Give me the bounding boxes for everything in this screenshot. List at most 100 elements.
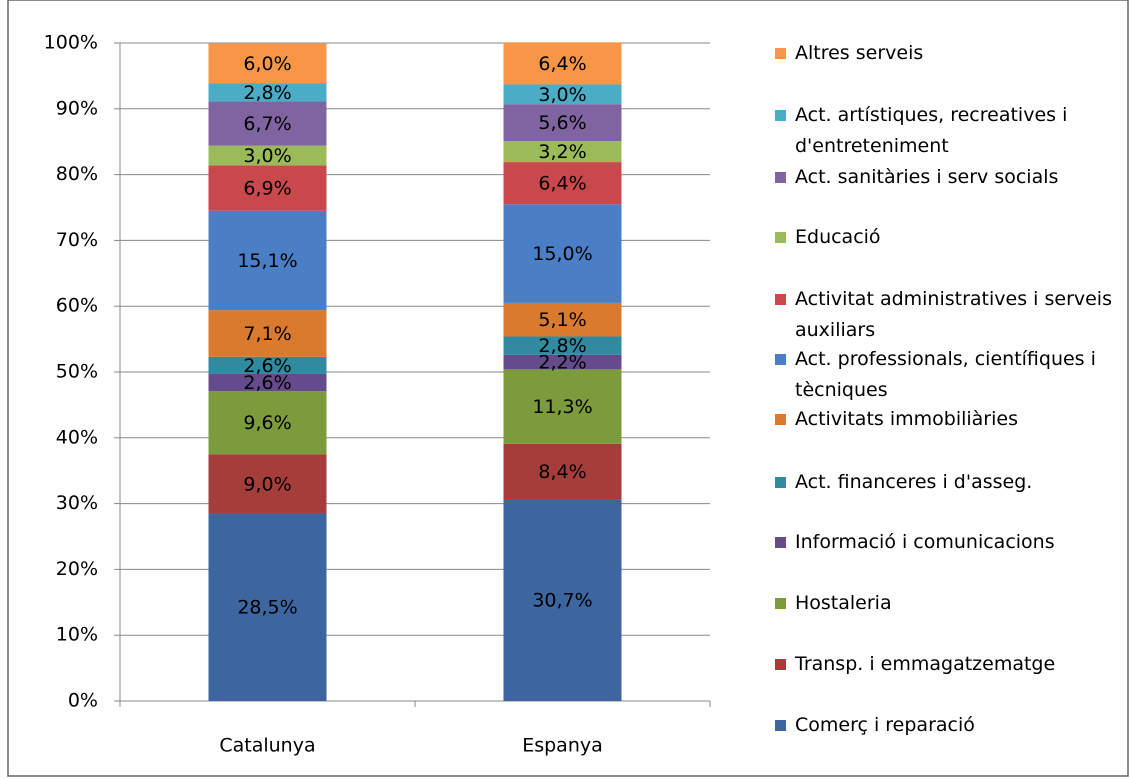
legend-label: Transp. i emmagatzematge — [795, 653, 1056, 675]
data-label: 3,0% — [243, 145, 291, 167]
legend-item: Act. artístiques, recreatives i d'entret… — [775, 100, 1115, 162]
bar-segment — [503, 354, 622, 370]
legend-swatch — [775, 354, 786, 365]
data-label: 7,1% — [243, 323, 291, 345]
bar-segment — [503, 498, 622, 701]
legend-swatch — [775, 232, 786, 243]
bar-segment — [503, 443, 622, 499]
data-label: 2,6% — [243, 355, 291, 377]
legend-swatch — [775, 598, 786, 609]
legend-label: Comerç i reparació — [795, 714, 975, 736]
data-label: 11,3% — [532, 396, 592, 418]
data-label: 6,4% — [538, 53, 586, 75]
legend-label: Activitat administratives i serveis auxi… — [795, 288, 1112, 341]
bar-segment — [208, 513, 327, 701]
legend-label: Educació — [795, 226, 881, 248]
bar-segment — [208, 145, 327, 166]
legend-swatch — [775, 294, 786, 305]
data-label: 6,7% — [243, 113, 291, 135]
data-label: 3,2% — [538, 141, 586, 163]
bar-segment — [503, 141, 622, 163]
x-tick-label: Espanya — [522, 735, 603, 757]
bar-segment — [503, 162, 622, 205]
legend-item: Comerç i reparació — [775, 710, 1115, 741]
legend-swatch — [775, 537, 786, 548]
bar-segment — [503, 104, 622, 142]
y-tick-label: 70% — [56, 229, 98, 251]
legend-item: Act. professionals, científiques i tècni… — [775, 344, 1115, 406]
y-tick-label: 30% — [56, 492, 98, 514]
legend-item: Act. sanitàries i serv socials — [775, 162, 1115, 193]
legend-item: Activitats immobiliàries — [775, 404, 1115, 435]
bar-segment — [503, 42, 622, 85]
y-tick-label: 0% — [68, 690, 98, 712]
y-tick-label: 50% — [56, 361, 98, 383]
data-label: 6,9% — [243, 178, 291, 200]
legend-swatch — [775, 414, 786, 425]
legend-label: Act. financeres i d'asseg. — [795, 471, 1033, 493]
bar-segment — [503, 204, 622, 303]
bar-segment — [208, 165, 327, 211]
legend-label: Informació i comunicacions — [795, 531, 1055, 553]
legend-label: Act. artístiques, recreatives i d'entret… — [795, 104, 1068, 157]
legend-item: Informació i comunicacions — [775, 527, 1115, 558]
legend-label: Altres serveis — [795, 42, 924, 64]
bar-segment — [208, 101, 327, 146]
legend-swatch — [775, 720, 786, 731]
data-label: 28,5% — [237, 597, 297, 619]
y-tick-label: 20% — [56, 558, 98, 580]
bar-segment — [503, 369, 622, 444]
y-tick-label: 10% — [56, 624, 98, 646]
legend-item: Transp. i emmagatzematge — [775, 649, 1115, 680]
bar-segment — [503, 302, 622, 337]
data-label: 2,6% — [243, 372, 291, 394]
legend-swatch — [775, 110, 786, 121]
legend-label: Activitats immobiliàries — [795, 408, 1018, 430]
data-label: 6,4% — [538, 173, 586, 195]
y-tick-label: 40% — [56, 426, 98, 448]
bar-segment — [208, 373, 327, 392]
data-label: 15,1% — [237, 250, 297, 272]
y-tick-label: 90% — [56, 97, 98, 119]
legend-item: Hostaleria — [775, 588, 1115, 619]
data-label: 5,1% — [538, 309, 586, 331]
legend-swatch — [775, 172, 786, 183]
legend-item: Altres serveis — [775, 38, 1115, 69]
legend-item: Act. financeres i d'asseg. — [775, 467, 1115, 498]
legend-swatch — [775, 659, 786, 670]
bar-segment — [503, 84, 622, 105]
bar-segment — [208, 391, 327, 455]
data-label: 30,7% — [532, 589, 592, 611]
y-tick-label: 80% — [56, 163, 98, 185]
data-label: 2,8% — [243, 82, 291, 104]
bar-segment — [208, 310, 327, 357]
data-label: 9,6% — [243, 412, 291, 434]
data-label: 6,0% — [243, 53, 291, 75]
y-tick-label: 60% — [56, 295, 98, 317]
bar-segment — [208, 454, 327, 514]
data-label: 2,2% — [538, 352, 586, 374]
legend-item: Activitat administratives i serveis auxi… — [775, 284, 1115, 346]
bar-segment — [208, 83, 327, 102]
bar-segment — [208, 43, 327, 84]
bar-segment — [503, 336, 622, 355]
bar-segment — [208, 356, 327, 374]
legend-label: Act. sanitàries i serv socials — [795, 166, 1059, 188]
data-label: 9,0% — [243, 473, 291, 495]
data-label: 5,6% — [538, 112, 586, 134]
y-tick-label: 100% — [44, 32, 98, 54]
legend-swatch — [775, 477, 786, 488]
data-label: 8,4% — [538, 461, 586, 483]
chart-frame — [7, 0, 1129, 777]
legend-label: Act. professionals, científiques i tècni… — [795, 348, 1096, 401]
legend-swatch — [775, 48, 786, 59]
x-tick-label: Catalunya — [219, 735, 315, 757]
data-label: 3,0% — [538, 84, 586, 106]
legend-item: Educació — [775, 222, 1115, 253]
data-label: 2,8% — [538, 335, 586, 357]
data-label: 15,0% — [532, 243, 592, 265]
legend-label: Hostaleria — [795, 592, 892, 614]
bar-segment — [208, 210, 327, 311]
